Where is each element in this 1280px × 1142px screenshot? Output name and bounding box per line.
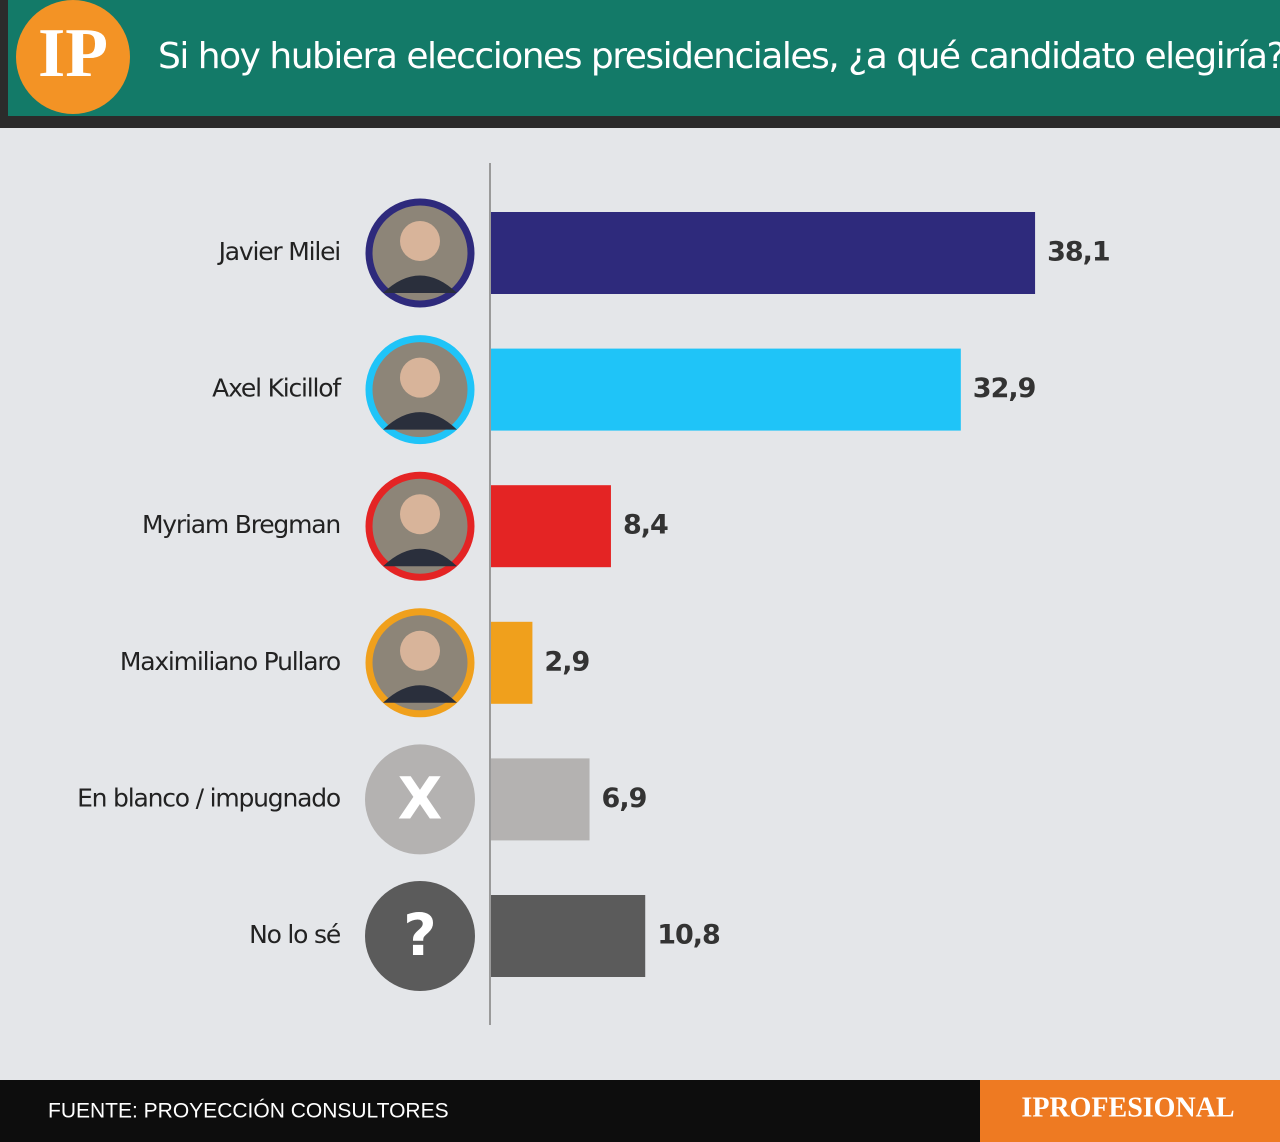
avatar-body (383, 685, 457, 703)
bar (491, 485, 611, 568)
category-label: En blanco / impugnado (77, 783, 340, 812)
avatar-symbol: X (398, 765, 443, 833)
value-label: 38,1 (1047, 237, 1110, 268)
chart-title: Si hoy hubiera elecciones presidenciales… (158, 36, 1280, 77)
avatar-body (383, 275, 457, 293)
category-label: No lo sé (249, 920, 341, 949)
bar (491, 895, 646, 977)
value-label: 6,9 (602, 783, 647, 814)
value-label: 8,4 (623, 510, 668, 541)
bar (491, 621, 533, 704)
brand-box (980, 1080, 1280, 1142)
value-label: 32,9 (973, 373, 1036, 404)
avatar-head (400, 494, 440, 535)
source: FUENTE: PROYECCIÓN CONSULTORES (48, 1100, 449, 1123)
avatar (365, 881, 475, 991)
avatar-head (400, 357, 440, 398)
avatar-head (400, 221, 440, 261)
avatar-body (383, 412, 457, 430)
value-label: 2,9 (544, 646, 589, 677)
logo-circle (16, 0, 130, 114)
category-label: Myriam Bregman (142, 510, 340, 539)
avatar-head (400, 630, 440, 671)
header (8, 0, 1280, 116)
logo: IP (38, 15, 108, 92)
bar (491, 348, 961, 431)
bar (491, 758, 590, 841)
bar (491, 212, 1036, 294)
category-label: Maximiliano Pullaro (120, 647, 340, 676)
category-label: Javier Milei (217, 237, 340, 266)
avatar (365, 744, 475, 855)
category-label: Axel Kicillof (212, 374, 342, 403)
value-label: 10,8 (657, 920, 720, 951)
avatar-symbol: ? (403, 901, 437, 969)
brand: IPROFESIONAL (1021, 1092, 1234, 1123)
avatar-body (383, 548, 457, 567)
